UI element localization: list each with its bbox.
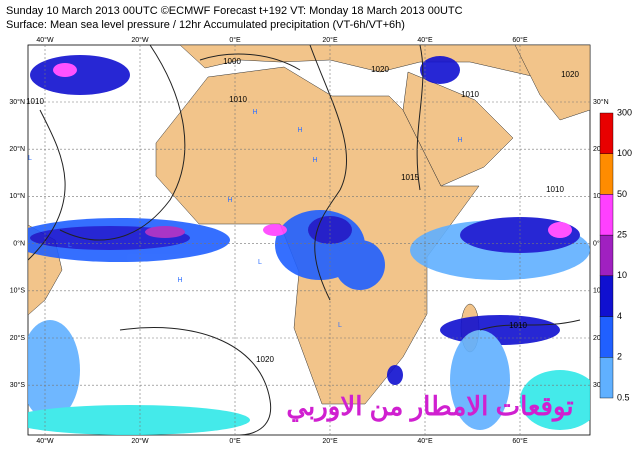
lat-label: 10°N xyxy=(9,192,25,200)
watermark: توقعات الامطار من الاوربي xyxy=(286,391,573,422)
lat-label: 20°S xyxy=(10,334,26,342)
lat-label: 20°N xyxy=(9,145,25,153)
isobar-label: 1010 xyxy=(229,95,247,104)
lon-label: 0°E xyxy=(229,437,241,445)
pressure-center: L xyxy=(28,155,32,162)
pressure-center: L xyxy=(338,322,342,329)
lat-label: 0°N xyxy=(13,239,25,247)
lon-label: 40°W xyxy=(36,437,54,445)
lat-label: 30°N xyxy=(9,98,25,106)
lat-label: 0°N xyxy=(593,239,605,247)
colorbar-label: 300 xyxy=(617,107,632,117)
colorbar-swatch xyxy=(599,357,614,399)
colorbar-swatch xyxy=(599,153,614,195)
header-line: Sunday 10 March 2013 00UTC ©ECMWF Foreca… xyxy=(6,5,463,17)
colorbar-label: 4 xyxy=(617,311,622,321)
colorbar-label: 0.5 xyxy=(617,392,630,402)
lon-label: 20°E xyxy=(322,36,338,44)
pressure-center: L xyxy=(258,259,262,266)
colorbar-swatch xyxy=(599,316,614,358)
colorbar-label: 25 xyxy=(617,230,627,240)
colorbar-swatch xyxy=(599,234,614,277)
isobar-label: 1010 xyxy=(26,97,44,106)
pressure-center: H xyxy=(297,127,302,134)
isobar-label: 1010 xyxy=(546,185,564,194)
isobars xyxy=(28,45,581,435)
lat-label: 10°S xyxy=(10,287,26,295)
header-line: Surface: Mean sea level pressure / 12hr … xyxy=(6,19,405,31)
lon-label: 40°E xyxy=(417,36,433,44)
lon-label: 60°E xyxy=(512,36,528,44)
lon-label: 40°E xyxy=(417,437,433,445)
isobar-label: 1000 xyxy=(223,57,241,66)
colorbar-label: 50 xyxy=(617,189,627,199)
isobar-label: 1020 xyxy=(561,70,579,79)
colorbar-swatch xyxy=(599,112,614,154)
lon-label: 40°W xyxy=(36,36,54,44)
lat-label: 30°N xyxy=(593,98,609,106)
isobar-label: 1020 xyxy=(256,355,274,364)
lon-label: 0°E xyxy=(229,36,241,44)
isobar-label: 1015 xyxy=(401,173,419,182)
isobar-label: 1020 xyxy=(371,65,389,74)
lat-label: 30°S xyxy=(10,381,26,389)
pressure-center: H xyxy=(227,197,232,204)
colorbar-swatch xyxy=(599,275,614,317)
lon-label: 20°W xyxy=(131,36,149,44)
isobar-label: 1010 xyxy=(509,321,527,330)
map-frame xyxy=(27,44,591,436)
isobar-label: 1010 xyxy=(461,90,479,99)
colorbar-label: 100 xyxy=(617,148,632,158)
lon-label: 60°E xyxy=(512,437,528,445)
colorbar-label: 10 xyxy=(617,270,627,280)
pressure-center: H xyxy=(177,277,182,284)
pressure-center: H xyxy=(252,109,257,116)
lon-label: 20°W xyxy=(131,437,149,445)
pressure-center: H xyxy=(312,157,317,164)
pressure-center: H xyxy=(457,137,462,144)
pressure-center: L xyxy=(68,242,72,249)
lon-label: 20°E xyxy=(322,437,338,445)
colorbar-swatch xyxy=(599,194,614,236)
colorbar-label: 2 xyxy=(617,352,622,362)
